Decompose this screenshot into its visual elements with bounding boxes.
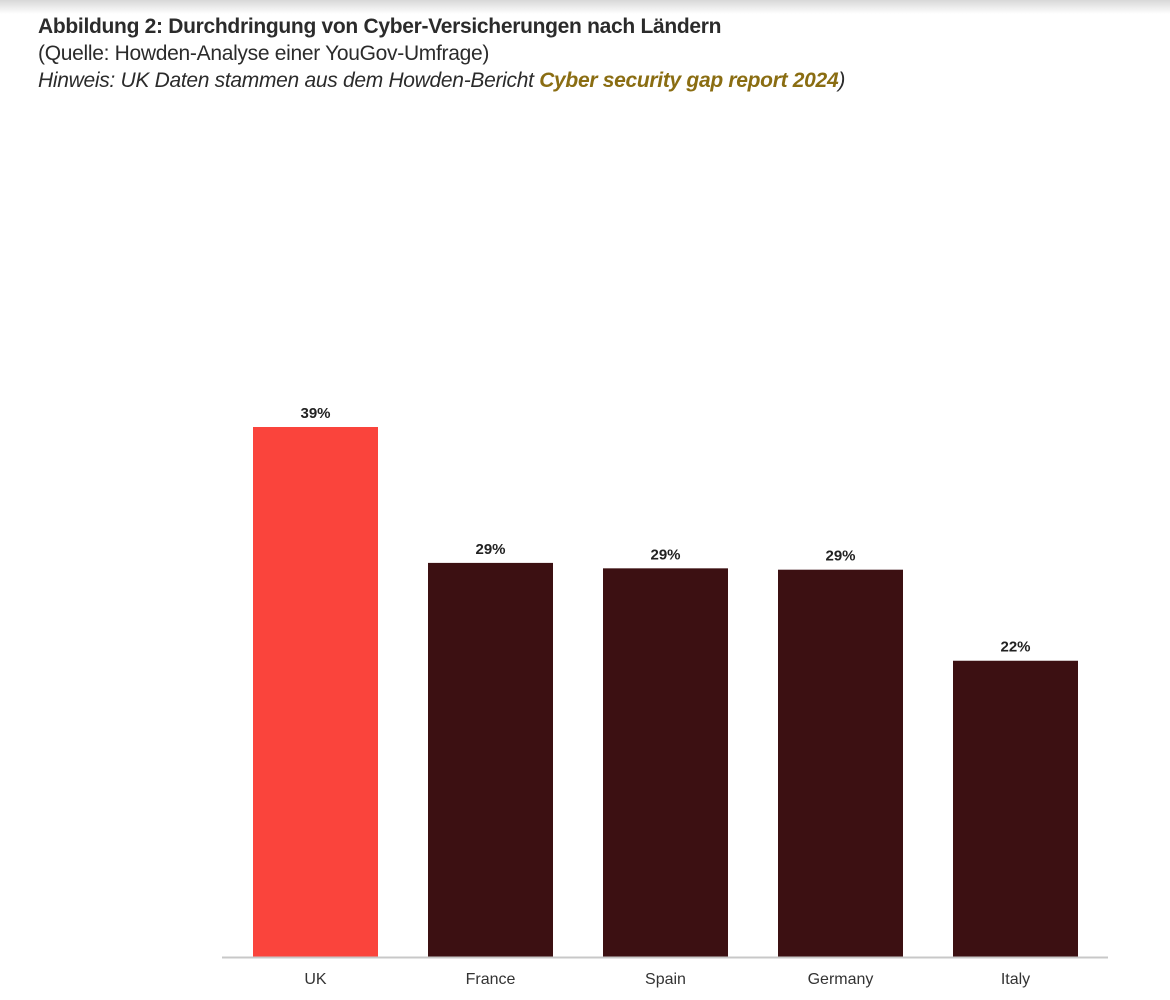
top-shadow xyxy=(0,0,1170,14)
value-label: 29% xyxy=(825,548,855,565)
category-label: UK xyxy=(304,971,327,988)
note-text: Hinweis: UK Daten stammen aus dem Howden… xyxy=(38,69,540,92)
figure-source: (Quelle: Howden-Analyse einer YouGov-Umf… xyxy=(38,42,490,65)
value-label: 29% xyxy=(475,541,505,558)
bar-germany xyxy=(778,569,903,957)
report-link[interactable]: Cyber security gap report 2024 xyxy=(539,69,839,92)
figure-header: Abbildung 2: Durchdringung von Cyber-Ver… xyxy=(38,13,845,94)
category-label: Spain xyxy=(645,971,686,988)
figure-title: Abbildung 2: Durchdringung von Cyber-Ver… xyxy=(38,15,722,38)
value-label: 22% xyxy=(1000,639,1030,656)
category-label: Italy xyxy=(1001,971,1030,988)
bar-spain xyxy=(603,568,728,957)
bar-france xyxy=(428,562,553,957)
note-suffix: ) xyxy=(838,69,846,92)
figure-note: Hinweis: UK Daten stammen aus dem Howden… xyxy=(38,67,845,94)
value-label: 39% xyxy=(300,405,330,422)
category-label: Germany xyxy=(808,971,874,988)
bar-uk xyxy=(253,427,378,957)
category-label: France xyxy=(466,971,516,988)
value-label: 29% xyxy=(650,546,680,563)
bar-italy xyxy=(953,660,1078,957)
